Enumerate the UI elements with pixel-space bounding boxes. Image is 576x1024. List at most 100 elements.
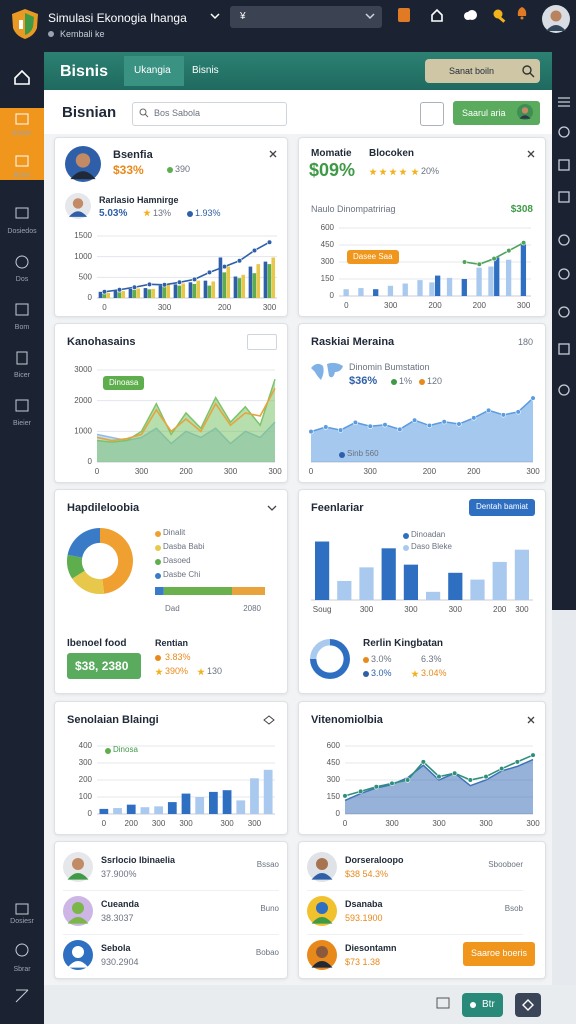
icon-cloud[interactable]	[462, 9, 478, 21]
icon-bell[interactable]	[516, 6, 528, 20]
area	[311, 398, 533, 462]
toolbar-search[interactable]	[425, 59, 540, 83]
list-side: Bsob	[504, 904, 523, 913]
close-icon[interactable]	[527, 716, 535, 724]
x-tick-label: 300	[404, 605, 418, 614]
point	[176, 279, 183, 285]
card-title: Raskiai Meraina	[311, 336, 395, 348]
sidebar-label[interactable]: Bsrer	[13, 172, 31, 179]
page-search[interactable]	[132, 102, 287, 126]
chart: Soug 300 300 300 200 300	[311, 541, 533, 614]
legend-dot	[155, 531, 161, 537]
card-title: Kanohasains	[67, 336, 136, 348]
orange-button-label[interactable]: Saaroe boeris	[471, 948, 528, 958]
sidebar-label[interactable]: Bicer	[14, 372, 30, 379]
icon-shape	[263, 715, 275, 725]
blue-button[interactable]	[469, 499, 535, 516]
bar	[236, 800, 246, 814]
list-side: Bssao	[256, 860, 279, 869]
stack-segment	[232, 587, 265, 595]
sidebar-label[interactable]: Dosiesr	[10, 918, 34, 925]
icon-orange[interactable]	[398, 8, 410, 22]
sidebar-label[interactable]: Bom	[14, 324, 30, 331]
tab[interactable]: Bisnis	[192, 65, 219, 76]
star	[143, 209, 151, 217]
legend-label: Dasoed	[163, 556, 191, 565]
bar	[128, 288, 133, 298]
star	[155, 668, 163, 676]
avatar-head	[72, 198, 84, 209]
tab-active[interactable]	[124, 56, 184, 86]
bar	[446, 277, 453, 296]
avatar	[307, 852, 337, 882]
bar	[429, 282, 435, 296]
y-tick-label: 600	[321, 223, 335, 232]
x-tick-label: 0	[102, 303, 107, 312]
area	[345, 759, 533, 814]
blue-button-label[interactable]: Dentah bamiat	[476, 502, 529, 511]
list-name: Diesontamn	[345, 943, 397, 953]
y-tick-label: 200	[79, 775, 93, 784]
ring-stat: 3.04%	[421, 668, 447, 678]
y-tick-label: 450	[321, 240, 335, 249]
footer-button[interactable]	[462, 993, 503, 1017]
avatar	[63, 896, 93, 926]
chart: 0 150 300 450 600 0 300 200 200 300	[321, 223, 531, 310]
sidebar-label[interactable]: Dos	[15, 276, 29, 283]
bottom-icon[interactable]	[436, 997, 450, 1009]
point	[397, 426, 403, 432]
dot	[339, 452, 345, 458]
card: Momatie $09% Blocoken 20% Naulo Dinompatriri…	[298, 137, 546, 317]
point	[337, 427, 344, 433]
y-tick-label: 0	[88, 457, 93, 466]
close-icon[interactable]	[269, 150, 277, 158]
primary-button-label[interactable]: Saarul aria	[462, 108, 506, 118]
close-icon[interactable]	[527, 150, 535, 158]
chart: 0 100 200 300 400 0 200 300 300 300 300	[79, 741, 275, 828]
star	[411, 168, 419, 176]
search-box[interactable]	[230, 6, 382, 28]
x-tick-label: 200	[218, 303, 232, 312]
bar	[102, 293, 107, 298]
icon-home[interactable]	[430, 8, 444, 22]
card-value: $09%	[309, 160, 356, 180]
user-avatar[interactable]	[542, 5, 570, 33]
sidebar-label[interactable]: Bieier	[13, 420, 31, 427]
sidebar-label[interactable]: Dosiedos	[7, 228, 37, 235]
list-name: Ssrlocio Ibinaelia	[101, 855, 176, 865]
sidebar-label[interactable]: Sbrar	[13, 966, 31, 973]
orange-button[interactable]	[463, 942, 535, 966]
progress-label: 2080	[243, 604, 261, 613]
card: Senolaian Blaingi 0 100 200 300 400 0 200 300 300…	[54, 701, 288, 835]
star	[411, 670, 419, 678]
tab[interactable]: Ukangia	[134, 65, 171, 76]
x-tick-label: 200	[423, 467, 437, 476]
y-tick-label: 3000	[74, 365, 92, 374]
avatar-body	[311, 873, 333, 880]
avatar	[517, 104, 533, 120]
sidebar-icons	[14, 69, 30, 1003]
dark-button[interactable]	[515, 993, 541, 1017]
chart	[67, 528, 134, 594]
dot	[391, 379, 397, 385]
bar	[166, 284, 171, 298]
card-stat: 390	[175, 164, 191, 174]
sidebar-active[interactable]	[0, 108, 44, 180]
search-button-label[interactable]: Sanat boiln	[449, 66, 495, 76]
bar	[211, 281, 216, 298]
square-button[interactable]	[420, 102, 444, 126]
dropdown[interactable]	[247, 334, 277, 350]
avatar-head	[72, 946, 84, 958]
sidebar-label[interactable]: Eeoer	[12, 130, 32, 137]
bar	[132, 289, 137, 298]
icon-key[interactable]	[492, 8, 508, 24]
x-tick-label: 300	[224, 467, 238, 476]
card-stat: 1.93%	[195, 208, 221, 218]
footer-button-label[interactable]: Btr	[482, 999, 495, 1010]
y-tick-label: 2000	[74, 396, 92, 405]
y-tick-label: 450	[327, 758, 341, 767]
y-tick-label: 0	[88, 809, 93, 818]
ring-stat: 6.3%	[421, 654, 442, 664]
avatar	[65, 193, 91, 219]
card-icon	[263, 715, 275, 725]
